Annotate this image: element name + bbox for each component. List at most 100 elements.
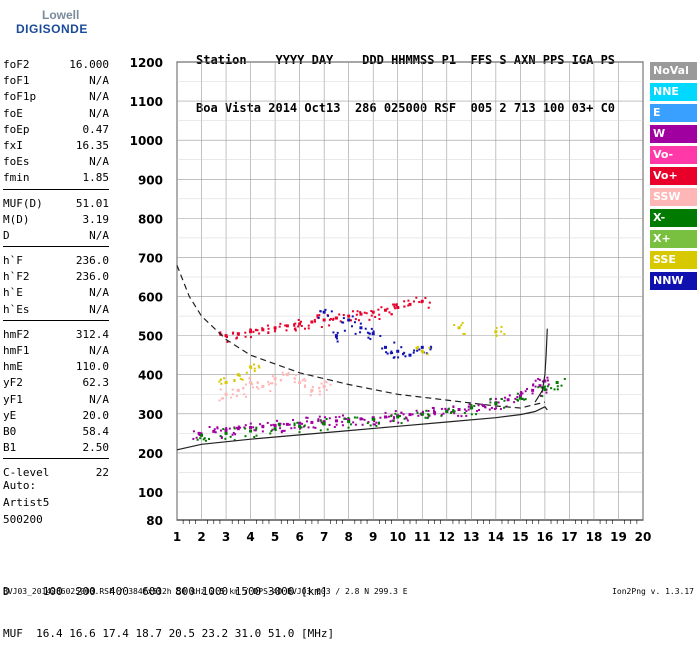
echo-point [391, 352, 394, 355]
echo-point [546, 376, 549, 379]
x-tick-label: 11 [414, 530, 431, 544]
echo-point [457, 414, 460, 417]
echo-point [238, 374, 241, 377]
param-value: 0.47 [82, 122, 110, 136]
echo-point [255, 428, 258, 431]
param-name: hmF2 [3, 327, 30, 341]
param-name: M(D) [3, 212, 30, 226]
echo-point [405, 417, 408, 420]
echo-point [293, 377, 296, 380]
param-value: 58.4 [82, 424, 110, 438]
echo-point [470, 413, 473, 416]
x-tick-label: 18 [586, 530, 603, 544]
echo-point [403, 300, 406, 303]
echo-point [480, 403, 483, 406]
param-row: hmF1 N/A [3, 343, 109, 359]
echo-point [420, 349, 424, 353]
echo-point [200, 432, 203, 435]
x-tick-label: 6 [295, 530, 303, 544]
echo-point [311, 385, 314, 388]
echo-point [293, 323, 296, 326]
echo-point [352, 421, 355, 424]
echo-point [516, 398, 519, 401]
echo-point [302, 425, 305, 428]
echo-point [334, 416, 337, 419]
echo-point [392, 303, 395, 306]
echo-point [394, 307, 397, 310]
echo-point [253, 429, 256, 432]
echo-point [219, 331, 222, 334]
echo-point [197, 431, 201, 435]
echo-point [361, 423, 364, 426]
echo-point [320, 382, 323, 385]
echo-point [335, 336, 338, 339]
echo-point [538, 378, 541, 381]
parameter-panel: foF2 16.000 foF1 N/A foF1p N/A foE N/A foEp 0.47 f… [3, 57, 109, 482]
echo-point [195, 436, 198, 439]
echo-point [347, 418, 351, 422]
echo-point [271, 375, 274, 378]
echo-point [377, 421, 380, 424]
param-name: yF2 [3, 376, 23, 390]
echo-point [489, 397, 492, 400]
echo-point [325, 388, 328, 391]
param-row: foEs N/A [3, 154, 109, 170]
x-tick-label: 1 [173, 530, 181, 544]
echo-point [396, 349, 400, 353]
echo-point [386, 307, 389, 310]
echo-point [234, 433, 237, 436]
echo-point [313, 318, 316, 321]
echo-point [244, 424, 247, 427]
echo-point [427, 413, 430, 416]
echo-point [256, 381, 259, 384]
echo-point [224, 381, 228, 385]
echo-point [325, 381, 328, 384]
echo-point [237, 333, 240, 336]
echo-point [394, 410, 397, 413]
echo-point [344, 417, 347, 420]
echo-point [372, 423, 375, 426]
echo-point [292, 419, 295, 422]
echo-point [251, 386, 254, 389]
echo-point [271, 382, 274, 385]
echo-point [212, 429, 216, 433]
echo-point [198, 433, 201, 436]
echo-point [298, 427, 301, 430]
param-name: fmin [3, 171, 30, 185]
polarization-legend: NoVal NNE E W Vo- Vo+ SSW X- X+ SSE NNW [650, 62, 697, 293]
echo-point [249, 365, 253, 369]
echo-point [277, 422, 280, 425]
param-name: MUF(D) [3, 196, 43, 210]
echo-point [261, 384, 265, 388]
param-row: h`Es N/A [3, 302, 109, 318]
echo-point [499, 407, 502, 410]
echo-point [420, 345, 424, 349]
echo-point [318, 387, 321, 390]
echo-point [396, 415, 400, 419]
echo-point [412, 300, 415, 303]
echo-point [267, 383, 270, 386]
echo-point [230, 396, 233, 399]
echo-point [385, 416, 388, 419]
echo-point [295, 374, 298, 377]
echo-point [402, 413, 405, 416]
echo-point [273, 326, 277, 330]
echo-point [550, 387, 553, 390]
echo-point [244, 435, 247, 438]
echo-point [317, 419, 320, 422]
echo-point [223, 377, 226, 380]
echo-point [298, 381, 302, 385]
echo-point [420, 301, 423, 304]
echo-point [279, 427, 282, 430]
echo-point [307, 426, 310, 429]
param-value: N/A [89, 228, 109, 242]
echo-point [341, 424, 344, 427]
echo-point [261, 328, 265, 332]
param-value: N/A [89, 106, 109, 120]
param-name: yF1 [3, 392, 23, 406]
x-tick-label: 14 [487, 530, 504, 544]
echo-point [393, 356, 396, 359]
y-tick-label: 800 [138, 212, 163, 226]
echo-point [524, 390, 527, 393]
echo-point [252, 330, 255, 333]
